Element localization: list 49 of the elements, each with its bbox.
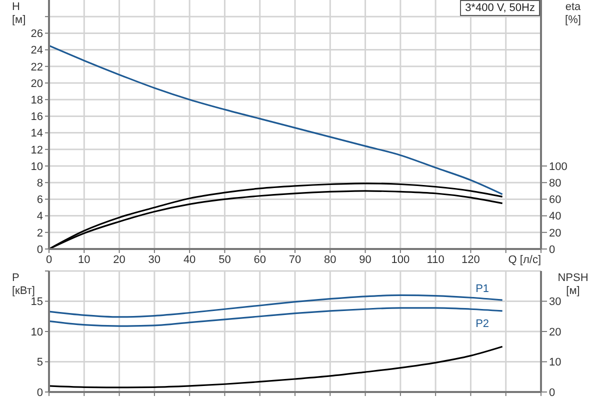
y2-axis-title: NPSH [м] — [558, 272, 588, 297]
chart-title: 3*400 V, 50Hz — [460, 0, 540, 16]
x-tick-label: 90 — [359, 254, 372, 266]
y-tick-label: 22 — [30, 61, 43, 74]
y-tick-label: 0 — [36, 244, 43, 256]
y-tick-label: 20 — [30, 78, 43, 90]
y-tick-label: 18 — [30, 94, 43, 107]
x-tick-label: 50 — [218, 254, 231, 266]
y2-tick-label: 10 — [549, 356, 562, 369]
x-tick-label: 100 — [391, 254, 410, 266]
y-tick-label: 10 — [30, 326, 43, 338]
x-tick-label: 0 — [46, 254, 52, 266]
y-tick-label: 14 — [30, 128, 43, 140]
y2-tick-label: 20 — [549, 326, 562, 338]
x-tick-label: 20 — [113, 254, 126, 266]
x-tick-label: 60 — [254, 254, 266, 266]
y-tick-label: 2 — [36, 227, 43, 240]
x-tick-label: 40 — [183, 254, 196, 266]
x-tick-label: 70 — [288, 254, 302, 266]
y-tick-label: 10 — [30, 160, 43, 173]
y-tick-label: 24 — [30, 44, 43, 57]
y-axis-title: H [м] — [12, 1, 26, 26]
x-tick-label: 110 — [426, 254, 444, 266]
y-tick-label: 8 — [36, 178, 43, 190]
y2-tick-label: 30 — [549, 296, 562, 308]
y-tick-label: 15 — [30, 296, 43, 308]
y2-tick-label: 0 — [549, 244, 556, 256]
y-tick-label: 5 — [36, 356, 43, 369]
y-tick-label: 0 — [36, 386, 43, 399]
y2-tick-label: 40 — [549, 210, 562, 223]
x-tick-label: 30 — [148, 254, 161, 266]
x-tick-label: 120 — [462, 254, 480, 266]
y2-axis-title: eta [%] — [565, 1, 582, 26]
y-axis-title: P [кВт] — [12, 272, 35, 297]
y2-tick-label: 80 — [549, 178, 562, 190]
y-tick-label: 16 — [30, 111, 43, 124]
x-tick-label: 80 — [324, 254, 336, 266]
y-tick-label: 4 — [36, 210, 43, 223]
series-label: P2 — [476, 318, 490, 330]
x-axis-title: Q [л/с] — [508, 254, 541, 266]
y2-tick-label: 100 — [549, 160, 568, 173]
y2-tick-label: 60 — [549, 194, 562, 206]
y-tick-label: 6 — [36, 194, 43, 206]
y2-tick-label: 0 — [549, 386, 556, 399]
y-tick-label: 26 — [30, 28, 43, 40]
y-tick-label: 12 — [30, 144, 43, 156]
x-tick-label: 10 — [78, 254, 90, 266]
y2-tick-label: 20 — [549, 227, 562, 240]
series-label: P1 — [476, 283, 490, 296]
